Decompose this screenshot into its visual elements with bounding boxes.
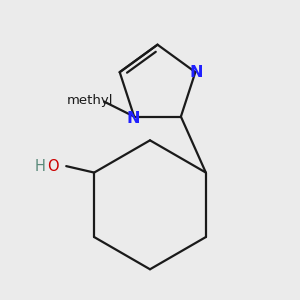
- Text: methyl: methyl: [67, 94, 113, 107]
- Text: N: N: [126, 111, 140, 126]
- Text: N: N: [190, 65, 203, 80]
- Text: H: H: [35, 159, 46, 174]
- Text: O: O: [47, 159, 58, 174]
